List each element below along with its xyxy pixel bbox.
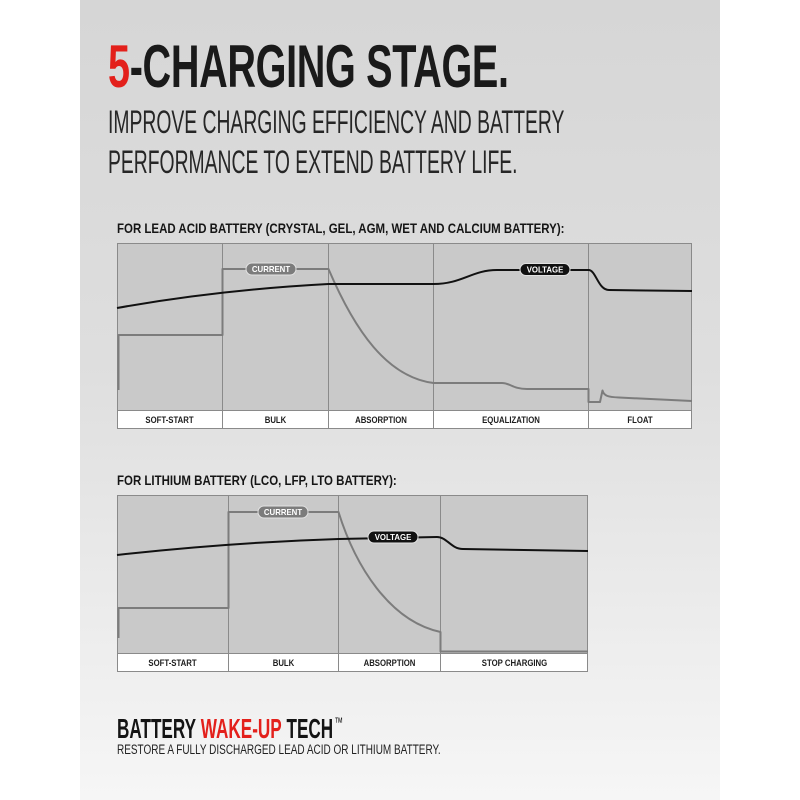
trademark-symbol: ™ xyxy=(334,714,343,730)
wake-up-title-highlight: WAKE-UP xyxy=(200,713,282,744)
stage-label-strip xyxy=(117,653,588,672)
stage-label-strip xyxy=(117,410,692,429)
voltage-label-pill: VOLTAGE xyxy=(367,530,419,544)
stage-label-float: FLOAT xyxy=(627,414,653,425)
wake-up-title-end: TECH xyxy=(286,713,334,744)
title-text: -CHARGING STAGE. xyxy=(129,33,509,100)
stage-label-soft-start: SOFT-START xyxy=(148,657,197,668)
stage-label-equalization: EQUALIZATION xyxy=(482,414,540,425)
current-label: CURRENT xyxy=(252,265,290,274)
lead-acid-charging-diagram: CURRENT VOLTAGE SOFT-START BULK ABSORPTI… xyxy=(116,243,693,429)
current-label-pill: CURRENT xyxy=(245,262,297,276)
stage-label-absorption: ABSORPTION xyxy=(364,657,416,668)
current-label: CURRENT xyxy=(264,508,302,517)
current-curve xyxy=(117,268,693,403)
voltage-label: VOLTAGE xyxy=(527,265,564,274)
plot-area xyxy=(117,495,588,653)
stage-label-bulk: BULK xyxy=(265,414,287,425)
title-number: 5 xyxy=(108,33,130,100)
stage-label-soft-start: SOFT-START xyxy=(145,414,194,425)
lithium-heading: FOR LITHIUM BATTERY (LCO, LFP, LTO BATTE… xyxy=(117,472,397,488)
lead-acid-heading: FOR LEAD ACID BATTERY (CRYSTAL, GEL, AGM… xyxy=(117,220,565,236)
stage-label-absorption: ABSORPTION xyxy=(355,414,407,425)
page-title: 5-CHARGING STAGE. xyxy=(108,37,509,97)
current-label-pill: CURRENT xyxy=(257,505,309,519)
voltage-curve xyxy=(116,536,589,556)
voltage-curve xyxy=(116,269,693,309)
plot-area xyxy=(117,243,692,410)
subtitle-line-1: IMPROVE CHARGING EFFICIENCY AND BATTERY xyxy=(108,104,565,140)
wake-up-tech-title: BATTERY WAKE-UP TECH™ xyxy=(117,708,343,743)
voltage-label: VOLTAGE xyxy=(375,533,412,542)
subtitle-line-2: PERFORMANCE TO EXTEND BATTERY LIFE. xyxy=(108,144,518,180)
wake-up-description: RESTORE A FULLY DISCHARGED LEAD ACID OR … xyxy=(117,742,441,757)
wake-up-title-start: BATTERY xyxy=(117,713,197,744)
stage-label-bulk: BULK xyxy=(273,657,295,668)
voltage-label-pill: VOLTAGE xyxy=(519,263,571,276)
chart-frame xyxy=(117,495,588,672)
lithium-charging-diagram: CURRENT VOLTAGE SOFT-START BULK ABSORPTI… xyxy=(116,495,589,672)
stage-label-stop-charging: STOP CHARGING xyxy=(482,657,548,668)
